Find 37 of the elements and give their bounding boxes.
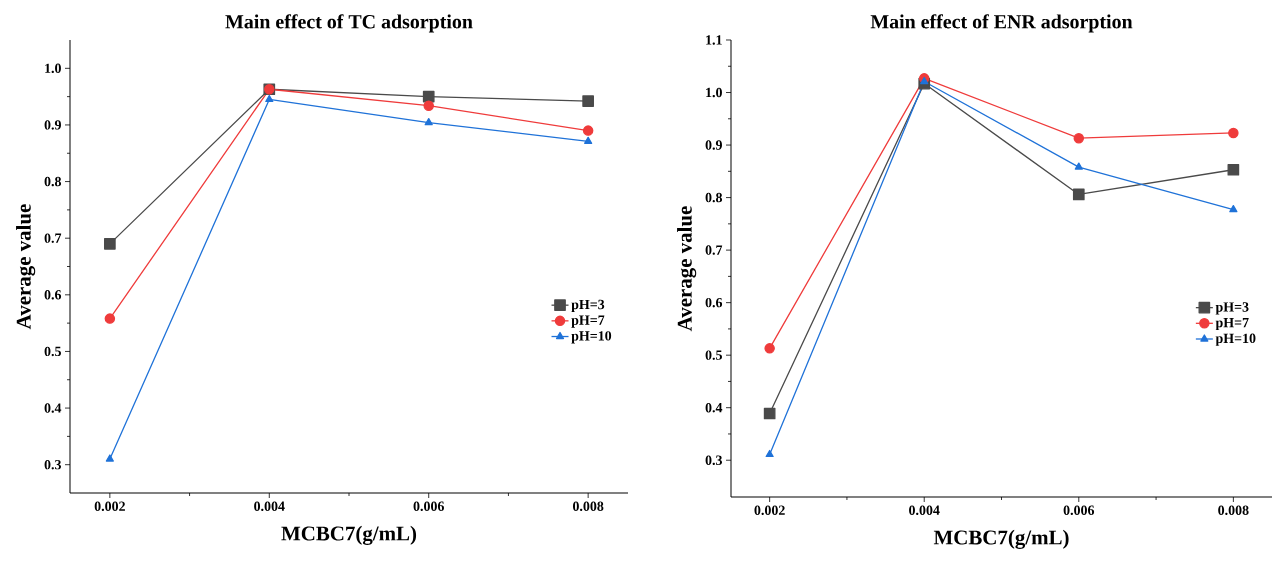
y-tick-label: 1.0 (45, 63, 61, 74)
y-tick-label: 1.1 (706, 35, 722, 45)
x-tick-label: 0.008 (572, 501, 604, 511)
y-tick-label: 0.7 (44, 233, 62, 243)
x-tick-label: 0.004 (909, 505, 940, 515)
y-tick-label: 1.0 (706, 87, 722, 98)
y-tick-label: 0.8 (705, 192, 723, 203)
y-tick-label: 0.4 (705, 402, 723, 413)
y-tick-label: 0.5 (705, 350, 722, 360)
y-tick-label: 0.6 (44, 290, 62, 300)
y-tick-label: 0.9 (705, 140, 722, 150)
y-tick-label: 0.3 (44, 459, 62, 470)
x-tick-label: 0.002 (94, 501, 125, 511)
y-tick-label: 0.9 (44, 120, 61, 130)
y-tick-label: 0.7 (705, 245, 723, 255)
y-tick-label: 0.3 (705, 455, 723, 465)
x-axis-title: MCBC7(g/mL) (933, 529, 1069, 549)
x-axis-title: MCBC7(g/mL) (281, 525, 417, 545)
x-tick-label: 0.008 (1218, 505, 1249, 515)
legend-label: pH=7 (1215, 318, 1249, 331)
y-axis-title: Average value (16, 204, 36, 330)
x-tick-label: 0.006 (1063, 505, 1095, 515)
y-tick-label: 0.6 (705, 297, 723, 308)
chart-title: Main effect of ENR adsorption (870, 14, 1133, 33)
y-tick-label: 0.4 (44, 403, 62, 413)
x-tick-label: 0.006 (413, 501, 444, 511)
legend-label: pH=10 (571, 331, 612, 344)
y-tick-label: 0.8 (44, 176, 62, 187)
x-tick-label: 0.004 (254, 501, 285, 511)
legend-label: pH=3 (1215, 302, 1249, 315)
x-tick-label: 0.002 (754, 505, 785, 515)
y-tick-label: 0.5 (44, 346, 61, 357)
legend-label: pH=10 (1215, 333, 1256, 346)
legend-label: pH=3 (571, 299, 605, 313)
y-axis-title: Average value (677, 206, 697, 332)
legend-label: pH=7 (571, 315, 605, 328)
chart-title: Main effect of TC adsorption (225, 14, 473, 33)
